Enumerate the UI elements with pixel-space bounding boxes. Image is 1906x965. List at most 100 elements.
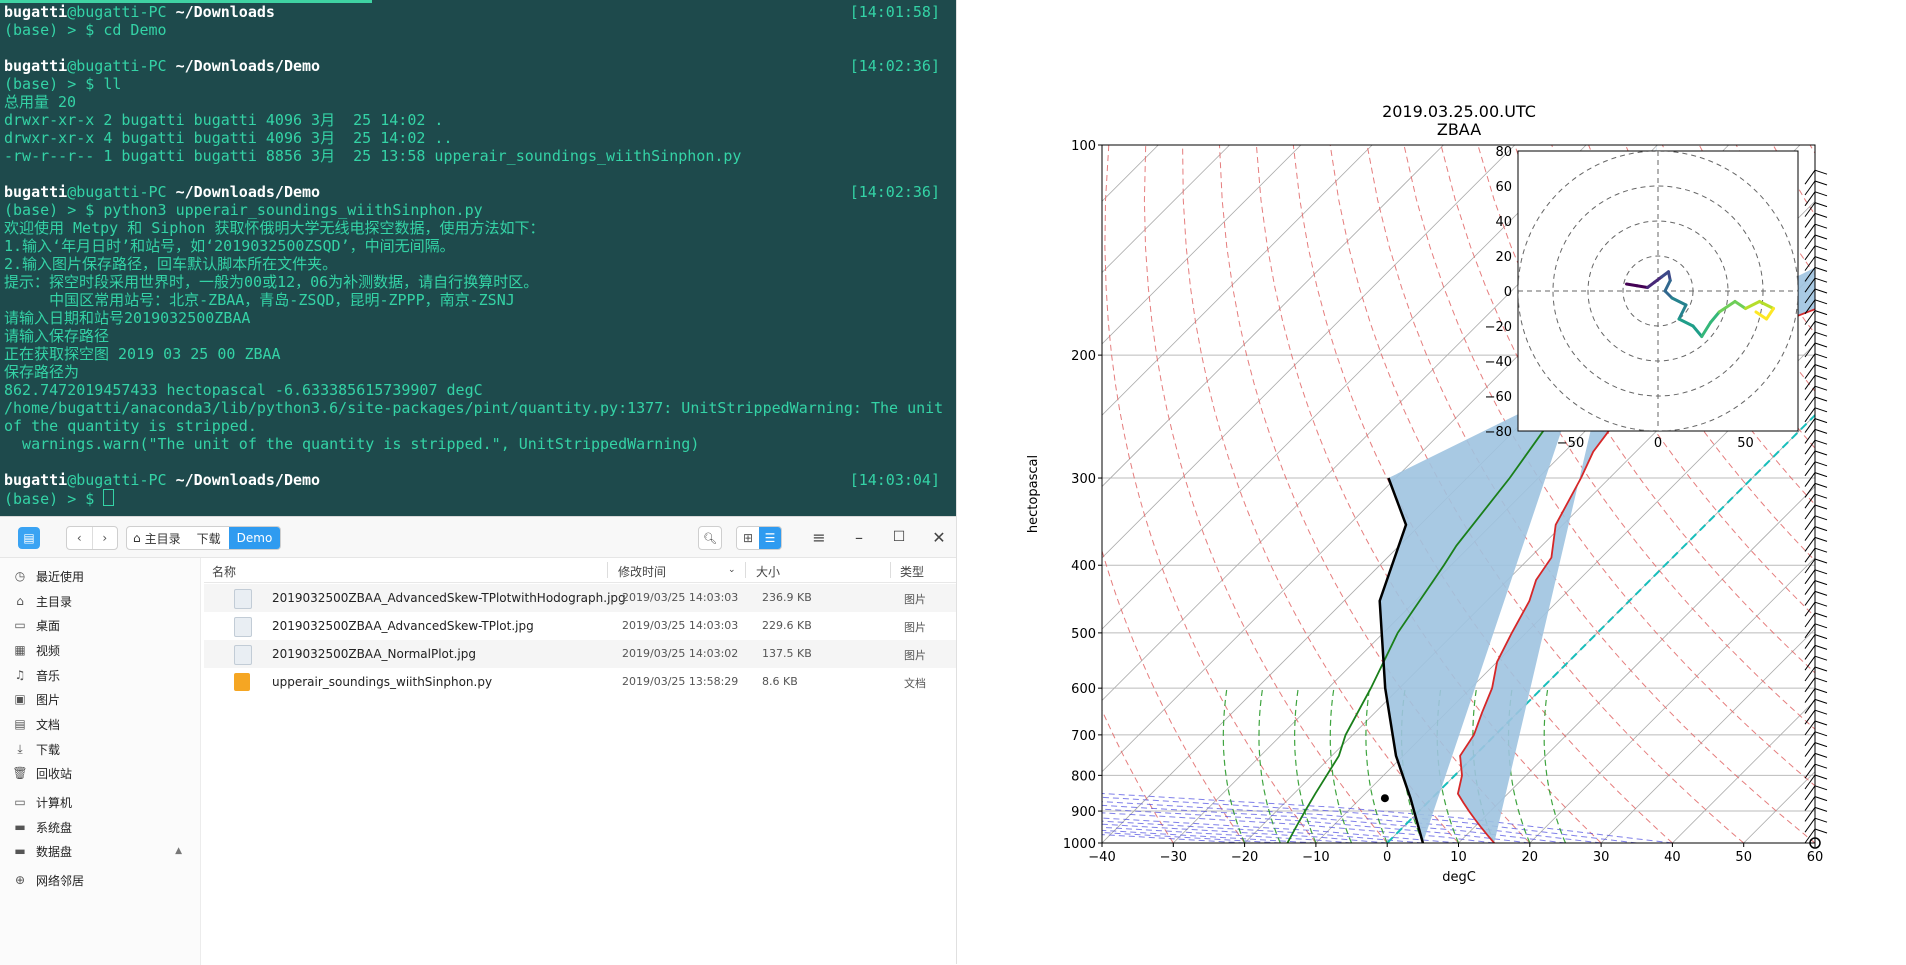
file-row[interactable]: upperair_soundings_wiithSinphon.py 2019/…: [204, 668, 956, 696]
wind-barb: [1805, 451, 1815, 465]
terminal-prompt-line: bugatti@bugatti-PC ~/Downloads/Demo[14:0…: [4, 183, 952, 201]
wind-barb-flag: [1815, 321, 1827, 325]
column-type-header[interactable]: 类型: [900, 563, 924, 580]
column-separator[interactable]: [745, 562, 746, 578]
sidebar-item[interactable]: ▭桌面: [12, 613, 190, 637]
column-name-header[interactable]: 名称: [212, 563, 236, 580]
column-size-header[interactable]: 大小: [756, 563, 780, 580]
sidebar-item[interactable]: ⌂主目录: [12, 589, 190, 613]
moist-adiabat: [957, 145, 1316, 843]
image-file-icon: [234, 589, 252, 609]
wind-barb-flag: [1815, 451, 1827, 455]
sidebar-item[interactable]: ⤓下载: [12, 737, 190, 761]
prompt-at: @: [67, 183, 76, 201]
icon-view-icon[interactable]: ⊞: [737, 527, 759, 549]
terminal-output-line: (base) > $ ll: [4, 75, 952, 93]
wind-barb-flag: [1815, 170, 1827, 174]
list-view-icon[interactable]: ☰: [759, 527, 781, 549]
wind-barb-flag: [1815, 602, 1827, 606]
terminal-output-line: 请输入保存路径: [4, 327, 952, 345]
wind-barb: [1805, 527, 1815, 541]
terminal-prompt-line: bugatti@bugatti-PC ~/Downloads[14:01:58]: [4, 3, 952, 21]
computer-icon: ▭: [12, 794, 28, 810]
search-icon[interactable]: 🔍︎: [698, 526, 722, 550]
x-tick-label: 0: [1383, 850, 1391, 865]
breadcrumb-demo[interactable]: Demo: [229, 527, 281, 549]
y-tick-label: 200: [1071, 349, 1096, 364]
file-row[interactable]: 2019032500ZBAA_AdvancedSkew-TPlot.jpg 20…: [204, 612, 956, 640]
prompt-path: ~/Downloads/Demo: [176, 183, 321, 201]
download-icon: ⤓: [12, 741, 28, 757]
sidebar-item[interactable]: ▦视频: [12, 638, 190, 662]
back-button[interactable]: ‹: [67, 527, 93, 549]
wind-barb-flag: [1815, 613, 1827, 617]
sidebar-item[interactable]: ▭计算机: [12, 790, 190, 814]
sidebar-item[interactable]: ▣图片: [12, 687, 190, 711]
hodograph-y-tick-label: 80: [1495, 145, 1512, 160]
sidebar-item[interactable]: ⊕网络邻居: [12, 868, 190, 892]
sort-chevron-down-icon: ⌄: [728, 565, 736, 575]
minimize-icon[interactable]: –: [848, 526, 870, 548]
sidebar-item[interactable]: 🗑︎回收站: [12, 761, 190, 785]
sidebar-item[interactable]: ♫音乐: [12, 663, 190, 687]
document-icon: ▤: [12, 716, 28, 732]
picture-icon: ▣: [12, 691, 28, 707]
wind-barb-flag: [1815, 300, 1827, 304]
music-icon: ♫: [12, 667, 28, 683]
sidebar-item[interactable]: ▬系统盘: [12, 815, 190, 839]
terminal-command-input[interactable]: (base) > $: [4, 490, 103, 507]
wind-barb-flag: [1815, 764, 1827, 768]
column-modified-header[interactable]: 修改时间: [618, 563, 666, 580]
view-mode-toggle: ⊞ ☰: [736, 526, 782, 550]
isotherm-line: [957, 145, 1087, 843]
wind-barb-flag: [1815, 267, 1827, 271]
maximize-icon[interactable]: ☐: [888, 526, 910, 548]
wind-barb: [1805, 570, 1815, 584]
file-name: 2019032500ZBAA_NormalPlot.jpg: [272, 647, 476, 661]
y-axis-label: hectopascal: [1026, 455, 1041, 533]
x-tick-label: 10: [1450, 850, 1467, 865]
column-separator[interactable]: [890, 562, 891, 578]
sidebar-item[interactable]: ▬数据盘▲: [12, 839, 190, 863]
home-icon: ⌂: [133, 531, 141, 545]
eject-icon[interactable]: ▲: [175, 846, 182, 856]
breadcrumb-home[interactable]: ⌂ 主目录: [127, 527, 189, 549]
file-size: 229.6 KB: [762, 619, 812, 632]
moist-adiabat: [957, 145, 1387, 843]
sidebar-item[interactable]: ▤ 文档: [12, 712, 190, 736]
x-tick-label: 40: [1664, 850, 1681, 865]
terminal-output-line: 总用量 20: [4, 93, 952, 111]
wind-barb-flag: [1815, 419, 1827, 423]
wind-barb: [1805, 732, 1815, 746]
wind-barb-flag: [1815, 624, 1827, 628]
column-separator[interactable]: [607, 562, 608, 578]
x-tick-label: 60: [1807, 850, 1824, 865]
wind-barb-flag: [1815, 343, 1827, 347]
sidebar-item-label: 文档: [36, 716, 60, 733]
x-tick-label: −40: [1088, 850, 1115, 865]
wind-barb: [1805, 192, 1815, 206]
wind-barb-flag: [1815, 494, 1827, 498]
terminal-blank-line: [4, 39, 952, 57]
wind-barb: [1805, 591, 1815, 605]
close-icon[interactable]: ✕: [928, 526, 950, 548]
file-row[interactable]: 2019032500ZBAA_NormalPlot.jpg 2019/03/25…: [204, 640, 956, 668]
file-manager-window: ▤ ‹ › ⌂ 主目录 下载 Demo 🔍︎ ⊞ ☰ ≡ – ☐ ✕ ◷最近使用…: [0, 516, 956, 965]
moist-adiabat: [957, 145, 1280, 843]
menu-icon[interactable]: ≡: [808, 526, 830, 548]
terminal-window[interactable]: bugatti@bugatti-PC ~/Downloads[14:01:58]…: [0, 0, 956, 516]
prompt-host: bugatti-PC: [76, 57, 166, 75]
file-name: 2019032500ZBAA_AdvancedSkew-TPlot.jpg: [272, 619, 534, 633]
forward-button[interactable]: ›: [93, 527, 118, 549]
sidebar-item[interactable]: ◷最近使用: [12, 564, 190, 588]
file-row[interactable]: 2019032500ZBAA_AdvancedSkew-TPlotwithHod…: [204, 584, 956, 612]
breadcrumb-downloads[interactable]: 下载: [189, 527, 229, 549]
trash-icon: 🗑︎: [12, 765, 28, 781]
wind-barb-flag: [1815, 181, 1827, 185]
isotherm-line: [957, 145, 1158, 843]
wind-barb: [1805, 440, 1815, 454]
wind-barb-flag: [1815, 559, 1827, 563]
wind-barb-flag: [1815, 408, 1827, 412]
network-icon: ⊕: [12, 872, 28, 888]
